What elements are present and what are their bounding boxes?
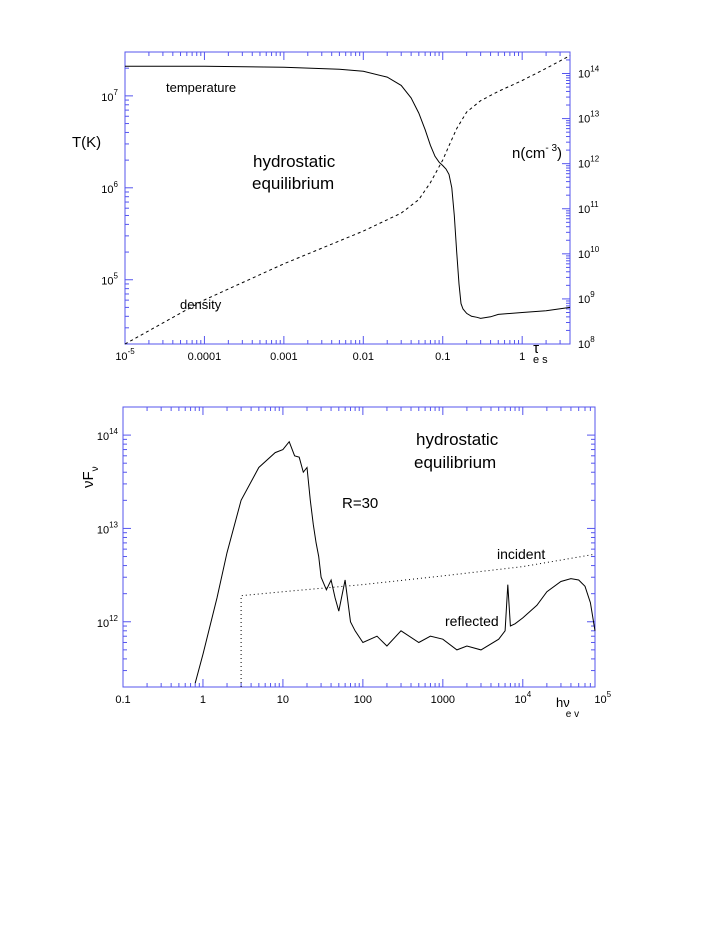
top-y-right-label-main: n(cm: [512, 145, 545, 162]
top-x-label-main: τ: [533, 340, 539, 357]
bottom-y-tick-label-base: 10: [97, 618, 109, 630]
r-annotation: R=30: [342, 495, 378, 512]
bottom-y-label: νFν: [80, 466, 101, 488]
top-yl-tick-label: 105: [101, 272, 118, 288]
incident-line: [240, 553, 596, 687]
bottom-y-tick-label: 1012: [97, 614, 119, 630]
top-yr-tick-label: 1011: [578, 200, 599, 216]
bottom-x-tick-label: 104: [514, 690, 531, 706]
top-yl-tick-label-base: 10: [101, 184, 113, 196]
top-yl-tick-label-exp: 6: [114, 180, 119, 189]
bottom-x-tick-label: 105: [594, 690, 611, 706]
bottom-y-label-main: νF: [80, 471, 97, 488]
top-x-tick-label-base: 10: [115, 351, 127, 363]
top-yr-tick-label-base: 10: [578, 114, 590, 126]
top-yr-tick-label-exp: 13: [590, 110, 599, 119]
top-yr-tick-label: 109: [578, 290, 595, 306]
top-yr-tick-label: 1010: [578, 245, 600, 261]
bottom-x-tick-label: 1000: [431, 694, 455, 706]
top-x-tick-label: 10-5: [115, 347, 135, 363]
top-y-right-label-close: ): [557, 145, 562, 162]
top-yr-tick-label-exp: 12: [590, 155, 599, 164]
top-title-line1: hydrostatic: [253, 152, 336, 171]
top-yr-tick-label-base: 10: [578, 69, 590, 81]
top-yr-tick-label-base: 10: [578, 249, 590, 261]
bottom-x-label-sub: e v: [566, 709, 579, 720]
top-x-tick-label: 1: [519, 351, 525, 363]
top-yl-tick-label: 106: [101, 180, 118, 196]
top-x-label-sub: e s: [533, 354, 548, 366]
bottom-x-tick-label-base: 10: [594, 694, 606, 706]
top-yr-tick-label-base: 10: [578, 159, 590, 171]
top-x-tick-labels: 10-5 0.0001 0.001 0.01 0.1 1: [115, 347, 525, 363]
top-yr-tick-label: 108: [578, 335, 595, 351]
bottom-y-tick-label-exp: 12: [109, 614, 118, 623]
top-yl-tick-label-base: 10: [101, 92, 113, 104]
top-y-left-label: T(K): [72, 134, 101, 151]
density-annotation: density: [180, 297, 222, 312]
bottom-x-tick-label-exp: 4: [527, 690, 532, 699]
bottom-x-tick-labels: 0.1 1 10 100 1000 104 105: [115, 690, 611, 706]
bottom-title-line1: hydrostatic: [416, 430, 499, 449]
top-yl-tick-label-base: 10: [101, 276, 113, 288]
bottom-x-tick-label: 1: [200, 694, 206, 706]
top-yr-tick-label-exp: 10: [590, 245, 599, 254]
bottom-y-tick-label-exp: 13: [109, 520, 118, 529]
top-y-right-label-sup: - 3: [545, 143, 557, 154]
top-yr-tick-label-exp: 11: [590, 200, 599, 209]
temperature-annotation: temperature: [166, 80, 236, 95]
bottom-x-label: hν e v: [556, 695, 579, 720]
top-yr-tick-label: 1014: [578, 65, 600, 81]
bottom-y-tick-label: 1014: [97, 427, 119, 443]
top-series-group: [124, 55, 571, 345]
bottom-y-tick-label: 1013: [97, 520, 119, 536]
top-yl-tick-label-exp: 5: [114, 272, 119, 281]
bottom-y-tick-label-base: 10: [97, 524, 109, 536]
top-yr-tick-label: 1013: [578, 110, 600, 126]
bottom-x-tick-label: 10: [277, 694, 289, 706]
reflected-line: [194, 440, 596, 684]
top-yr-tick-label-exp: 14: [590, 65, 599, 74]
bottom-series-group: [194, 440, 596, 687]
bottom-x-tick-label-base: 10: [514, 694, 526, 706]
bottom-x-tick-label-exp: 5: [607, 690, 612, 699]
top-yr-tick-label-base: 10: [578, 204, 590, 216]
bottom-y-tick-label-base: 10: [97, 431, 109, 443]
bottom-x-label-main: hν: [556, 695, 570, 710]
top-yr-tick-label-base: 10: [578, 294, 590, 306]
top-x-tick-label: 0.01: [353, 351, 374, 363]
top-tick-marks: [124, 51, 571, 345]
bottom-x-tick-label: 100: [354, 694, 372, 706]
top-yr-tick-label-base: 10: [578, 339, 590, 351]
bottom-x-tick-label: 0.1: [115, 694, 130, 706]
reflected-annotation: reflected: [445, 613, 499, 629]
top-yr-tick-label-exp: 8: [590, 335, 595, 344]
bottom-y-tick-label-exp: 14: [109, 427, 118, 436]
top-y-right-label: n(cm- 3): [512, 143, 562, 162]
top-x-tick-label-exp: -5: [128, 347, 136, 356]
top-x-tick-label: 0.001: [270, 351, 298, 363]
top-title-line2: equilibrium: [252, 174, 334, 193]
bottom-y-label-sub: ν: [90, 466, 101, 471]
top-yl-tick-label-exp: 7: [114, 88, 119, 97]
top-x-tick-label: 0.1: [435, 351, 450, 363]
top-yr-tick-label-exp: 9: [590, 290, 595, 299]
temperature-line: [125, 65, 571, 319]
bottom-title-line2: equilibrium: [414, 453, 496, 472]
bottom-tick-marks: [122, 406, 596, 688]
top-plot-frame: [124, 51, 571, 345]
top-yr-tick-label: 1012: [578, 155, 600, 171]
top-x-tick-label: 0.0001: [188, 351, 222, 363]
top-yl-tick-label: 107: [101, 88, 118, 104]
incident-annotation: incident: [497, 546, 545, 562]
